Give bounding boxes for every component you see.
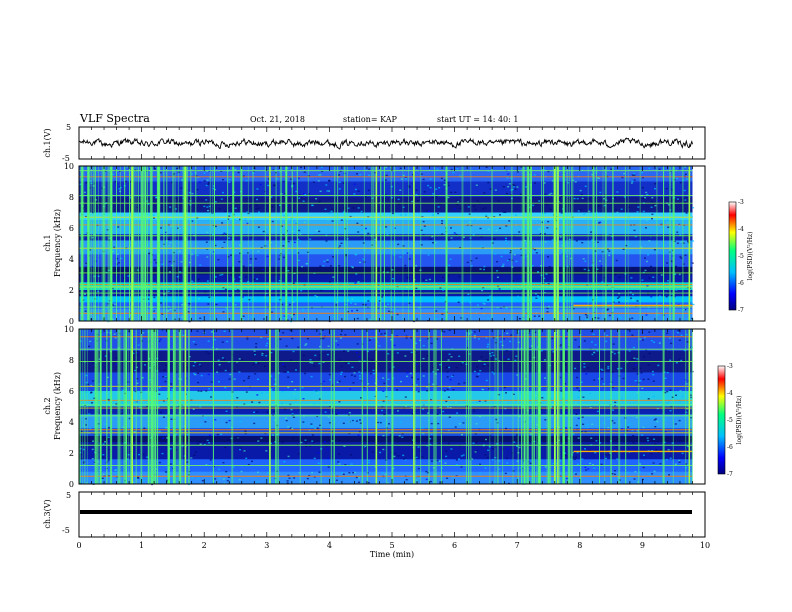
ch1-colorbar-tick--5: -5 — [738, 253, 744, 260]
x-tick-label-6: 6 — [452, 541, 457, 550]
x-tick-label-7: 7 — [515, 541, 520, 550]
x-tick-label-3: 3 — [264, 541, 269, 550]
ch2-spec-ylabel-frequency: Frequency (kHz) — [53, 372, 62, 440]
ch3-wave-ytick-bottom: -5 — [62, 526, 70, 535]
ch2-spec-ytick-8: 8 — [69, 356, 74, 365]
ch1-spec-ytick-6: 6 — [69, 224, 74, 233]
ch1-colorbar: -3 -4 -5 -6 -7 log(PSD)(V²/Hz) — [728, 199, 754, 314]
ch1-spec-ylabel-frequency: Frequency (kHz) — [53, 209, 62, 277]
ch1-spec-ytick-8: 8 — [69, 193, 74, 202]
ch2-colorbar-tick--5: -5 — [727, 417, 733, 424]
ch1-colorbar-tick--7: -7 — [738, 307, 744, 314]
station-label: station= KAP — [343, 115, 398, 124]
ch2-colorbar-label: log(PSD)(V²/Hz) — [736, 396, 743, 445]
ch1-colorbar-tick--6: -6 — [738, 280, 744, 287]
ch1-spec-ytick-0: 0 — [69, 317, 74, 326]
start-time-label: start UT = 14: 40: 1 — [437, 115, 518, 124]
ch1-spec-ytick-2: 2 — [69, 286, 74, 295]
date-label: Oct. 21, 2018 — [250, 115, 305, 124]
ch2-colorbar-tick--6: -6 — [727, 444, 733, 451]
ch1-spectrogram-panel: 0 2 4 6 8 10 ch.1 Frequency (kHz) -3 -4 -5 -6 -7 … — [43, 162, 754, 326]
x-tick-label-2: 2 — [202, 541, 207, 550]
ch2-spec-ytick-10: 10 — [64, 325, 74, 334]
x-tick-label-9: 9 — [640, 541, 645, 550]
figure-title: VLF Spectra — [79, 112, 150, 125]
x-tick-label-0: 0 — [76, 541, 81, 550]
ch1-spec-ytick-10: 10 — [64, 162, 74, 171]
ch2-spec-ytick-6: 6 — [69, 387, 74, 396]
ch2-spec-ylabel-channel: ch.2 — [43, 397, 52, 414]
x-tick-label-5: 5 — [389, 541, 394, 550]
ch1-wave-ytick-top: 5 — [66, 123, 71, 132]
ch2-spec-ytick-2: 2 — [69, 449, 74, 458]
ch1-spectrogram-image — [79, 166, 695, 323]
ch1-waveform-line — [78, 137, 693, 150]
x-axis-tick-labels: 0 1 2 3 4 5 6 7 8 9 10 — [76, 541, 710, 550]
ch1-spec-ylabel-channel: ch.1 — [43, 234, 52, 251]
x-axis-label: Time (min) — [370, 550, 414, 559]
x-tick-label-8: 8 — [577, 541, 582, 550]
ch1-spec-ytick-4: 4 — [69, 255, 74, 264]
ch1-colorbar-label: log(PSD)(V²/Hz) — [747, 232, 754, 281]
ch3-wave-ytick-top: 5 — [66, 491, 71, 500]
ch2-colorbar-tick--4: -4 — [727, 390, 733, 397]
x-tick-label-4: 4 — [327, 541, 332, 550]
ch3-waveform-panel: 5 -5 ch.3(V) — [43, 491, 706, 538]
ch2-colorbar: -3 -4 -5 -6 -7 log(PSD)(V²/Hz) — [717, 363, 743, 478]
ch2-colorbar-tick--7: -7 — [727, 471, 733, 478]
x-tick-label-1: 1 — [139, 541, 144, 550]
ch2-spec-ytick-0: 0 — [69, 480, 74, 489]
ch2-spectrogram-panel: 0 2 4 6 8 10 ch.2 Frequency (kHz) -3 -4 -5 -6 -7 … — [43, 325, 743, 489]
ch2-spec-ytick-4: 4 — [69, 418, 74, 427]
ch2-colorbar-tick--3: -3 — [727, 363, 733, 370]
x-tick-label-10: 10 — [700, 541, 710, 550]
ch1-colorbar-tick--4: -4 — [738, 226, 744, 233]
ch1-colorbar-tick--3: -3 — [738, 199, 744, 206]
ch1-wave-ylabel: ch.1(V) — [43, 128, 52, 157]
ch2-spectrogram-image — [79, 329, 694, 486]
ch3-wave-ylabel: ch.3(V) — [43, 499, 52, 528]
ch1-wave-ytick-bottom: -5 — [62, 154, 70, 163]
ch1-waveform-panel: 5 -5 ch.1(V) — [43, 123, 706, 163]
